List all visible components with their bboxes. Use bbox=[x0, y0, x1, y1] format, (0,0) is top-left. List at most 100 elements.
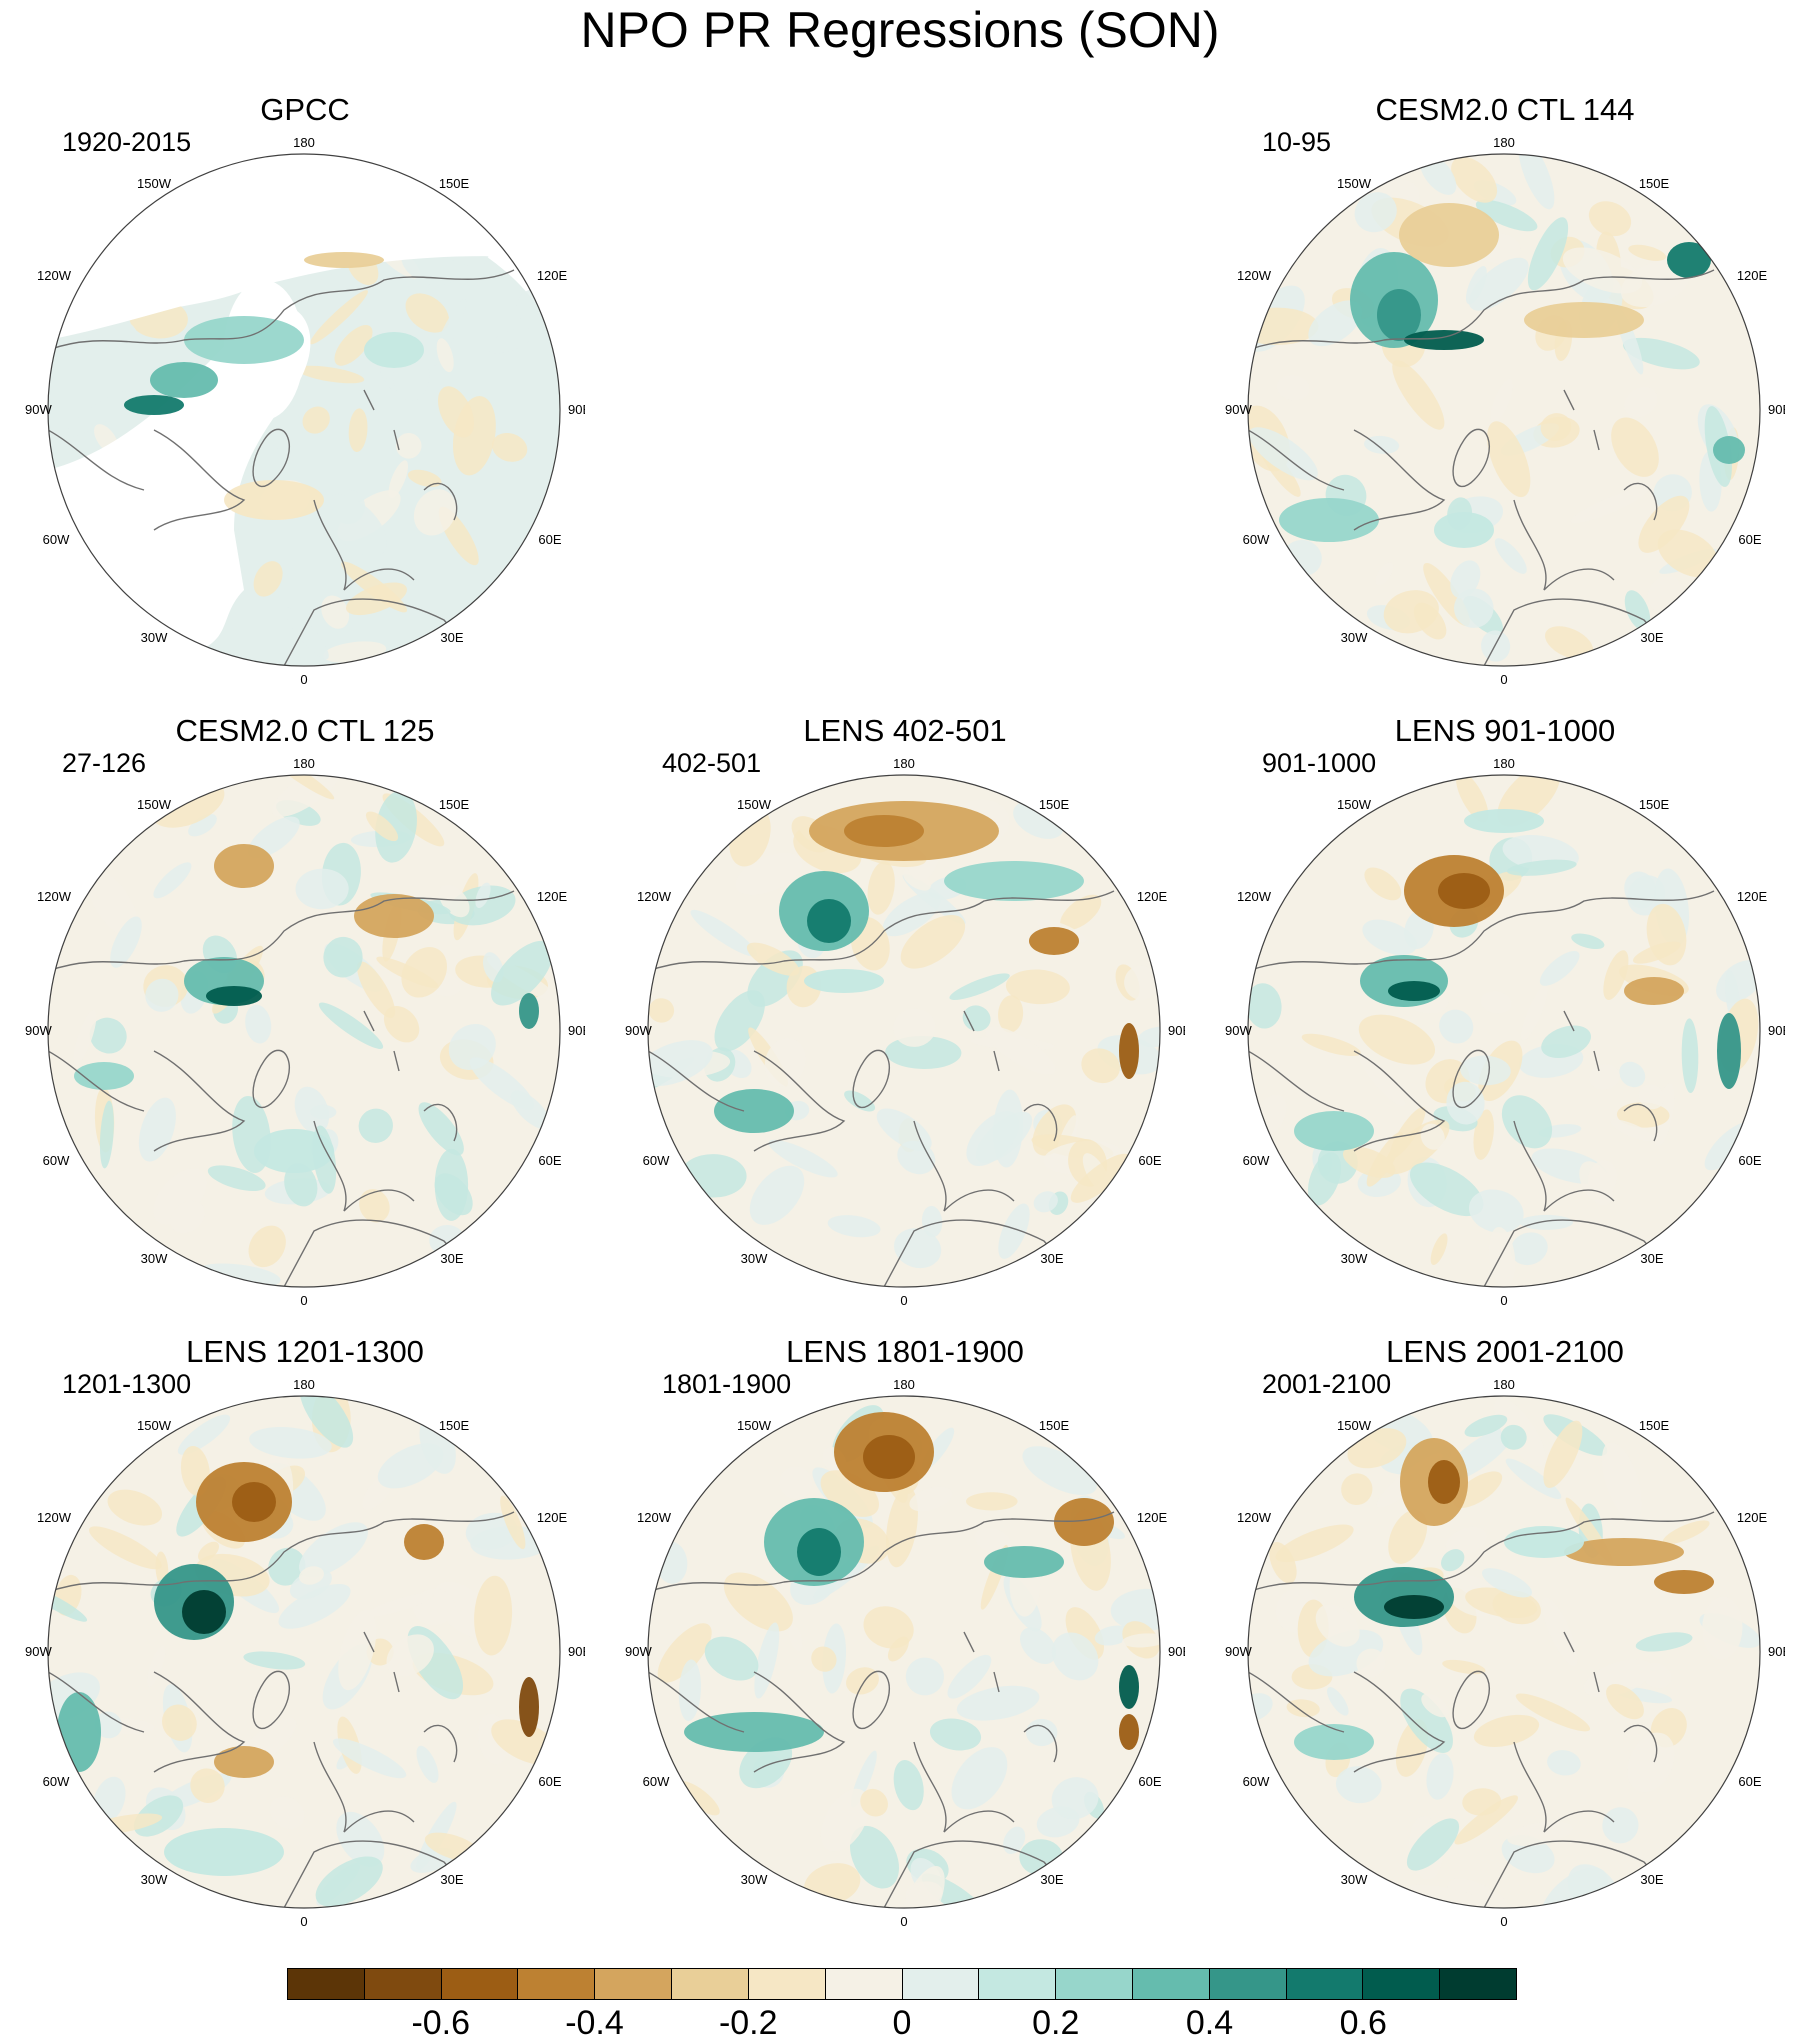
longitude-label: 30E bbox=[440, 1872, 463, 1887]
coastlines bbox=[648, 890, 1115, 1287]
longitude-label: 150W bbox=[1337, 176, 1372, 191]
longitude-label: 90E bbox=[568, 1644, 585, 1659]
longitude-label: 90E bbox=[1168, 1644, 1185, 1659]
longitude-label: 120W bbox=[637, 1510, 672, 1525]
panel-title: LENS 2001-2100 bbox=[1386, 1334, 1624, 1369]
longitude-label: 90W bbox=[625, 1644, 652, 1659]
longitude-label: 150W bbox=[737, 797, 772, 812]
longitude-label: 0 bbox=[1500, 1293, 1507, 1308]
longitude-label: 30W bbox=[141, 630, 168, 645]
colorbar-box bbox=[902, 1969, 980, 1999]
coastlines bbox=[48, 269, 515, 666]
longitude-label: 60W bbox=[1243, 1774, 1270, 1789]
longitude-label: 120E bbox=[1737, 268, 1768, 283]
longitude-label: 30E bbox=[1640, 1872, 1663, 1887]
colorbar-box bbox=[672, 1969, 749, 1999]
longitude-label: 90W bbox=[25, 1644, 52, 1659]
longitude-label: 60W bbox=[643, 1774, 670, 1789]
longitude-label: 180 bbox=[293, 135, 315, 150]
map-panel: 180 0 150W 150E 120W 120E 90W 90E 60W 60E 30W 30E CE… bbox=[25, 713, 585, 1313]
panel-title: LENS 402-501 bbox=[803, 713, 1007, 748]
longitude-label: 90E bbox=[568, 402, 585, 417]
polar-map: 180 0 150W 150E 120W 120E 90W 90E 60W 60E 30W 30E bbox=[625, 756, 1185, 1308]
longitude-label: 120E bbox=[1737, 1510, 1768, 1525]
longitude-label: 150E bbox=[439, 176, 470, 191]
longitude-label: 30E bbox=[440, 630, 463, 645]
map-field bbox=[1248, 1396, 1760, 1908]
longitude-label: 180 bbox=[893, 1377, 915, 1392]
map-field bbox=[1248, 775, 1760, 1287]
longitude-label: 60W bbox=[643, 1153, 670, 1168]
longitude-label: 90W bbox=[1225, 1644, 1252, 1659]
colorbar-tick-label: 0.2 bbox=[1032, 2004, 1080, 2042]
longitude-label: 0 bbox=[900, 1293, 907, 1308]
map-panel: 180 0 150W 150E 120W 120E 90W 90E 60W 60E 30W 30E LE… bbox=[1225, 1334, 1785, 1934]
longitude-label: 0 bbox=[300, 672, 307, 687]
longitude-label: 30E bbox=[1640, 630, 1663, 645]
longitude-label: 150E bbox=[1039, 1418, 1070, 1433]
longitude-label: 120W bbox=[1237, 889, 1272, 904]
coastlines bbox=[48, 890, 515, 1287]
longitude-label: 90W bbox=[1225, 402, 1252, 417]
polar-map: 180 0 150W 150E 120W 120E 90W 90E 60W 60E 30W 30E bbox=[625, 1377, 1185, 1929]
longitude-label: 30W bbox=[741, 1251, 768, 1266]
panel-period: 1920-2015 bbox=[62, 127, 192, 157]
polar-map: 180 0 150W 150E 120W 120E 90W 90E 60W 60E 30W 30E bbox=[25, 1377, 585, 1929]
longitude-label: 30W bbox=[1341, 630, 1368, 645]
longitude-label: 150E bbox=[1639, 797, 1670, 812]
colorbar-box bbox=[825, 1969, 903, 1999]
longitude-label: 150E bbox=[439, 1418, 470, 1433]
colorbar-box bbox=[979, 1969, 1057, 1999]
longitude-label: 90E bbox=[1768, 1644, 1785, 1659]
longitude-label: 60E bbox=[1738, 1153, 1761, 1168]
colorbar-box bbox=[518, 1969, 596, 1999]
longitude-label: 60W bbox=[1243, 1153, 1270, 1168]
colorbar-tick-label: -0.4 bbox=[565, 2004, 624, 2042]
longitude-label: 120W bbox=[37, 889, 72, 904]
longitude-label: 60W bbox=[43, 1774, 70, 1789]
longitude-label: 60E bbox=[1138, 1774, 1161, 1789]
map-field bbox=[48, 775, 560, 1287]
longitude-label: 30E bbox=[1040, 1251, 1063, 1266]
longitude-label: 60E bbox=[1738, 532, 1761, 547]
colorbar-tick-label: 0.4 bbox=[1185, 2004, 1234, 2042]
longitude-label: 120E bbox=[537, 889, 568, 904]
polar-map: 180 0 150W 150E 120W 120E 90W 90E 60W 60E 30W 30E bbox=[1225, 756, 1785, 1308]
longitude-label: 150E bbox=[1639, 176, 1670, 191]
longitude-label: 30W bbox=[141, 1251, 168, 1266]
panel-title: CESM2.0 CTL 125 bbox=[175, 713, 435, 748]
panel-title: LENS 901-1000 bbox=[1394, 713, 1616, 748]
polar-map: 180 0 150W 150E 120W 120E 90W 90E 60W 60E 30W 30E bbox=[25, 756, 585, 1308]
longitude-label: 180 bbox=[893, 756, 915, 771]
map-panel: 180 0 150W 150E 120W 120E 90W 90E 60W 60E 30W 30E GP… bbox=[25, 92, 585, 692]
longitude-label: 0 bbox=[300, 1914, 307, 1929]
map-panel: 180 0 150W 150E 120W 120E 90W 90E 60W 60E 30W 30E LE… bbox=[625, 713, 1185, 1313]
longitude-label: 0 bbox=[1500, 672, 1507, 687]
panel-title: LENS 1201-1300 bbox=[186, 1334, 424, 1369]
longitude-label: 150W bbox=[1337, 797, 1372, 812]
panel-period: 1801-1900 bbox=[662, 1369, 792, 1399]
longitude-label: 90W bbox=[1225, 1023, 1252, 1038]
panel-period: 27-126 bbox=[62, 748, 147, 778]
longitude-label: 150W bbox=[137, 176, 172, 191]
longitude-label: 0 bbox=[900, 1914, 907, 1929]
longitude-label: 60E bbox=[538, 1153, 561, 1168]
colorbar-box bbox=[441, 1969, 519, 1999]
colorbar bbox=[287, 1968, 1517, 2000]
coastlines bbox=[48, 1511, 515, 1908]
longitude-label: 180 bbox=[293, 756, 315, 771]
map-field bbox=[48, 1396, 560, 1908]
map-panel: 180 0 150W 150E 120W 120E 90W 90E 60W 60E 30W 30E LE… bbox=[25, 1334, 585, 1934]
longitude-label: 150W bbox=[137, 1418, 172, 1433]
longitude-label: 30W bbox=[1341, 1872, 1368, 1887]
figure-title: NPO PR Regressions (SON) bbox=[580, 2, 1220, 58]
longitude-label: 60E bbox=[538, 532, 561, 547]
coastlines bbox=[1248, 1511, 1715, 1908]
map-field bbox=[648, 1396, 1160, 1908]
longitude-label: 150W bbox=[737, 1418, 772, 1433]
panel-period: 2001-2100 bbox=[1262, 1369, 1392, 1399]
colorbar-box bbox=[1440, 1969, 1516, 1999]
colorbar-box bbox=[1132, 1969, 1210, 1999]
coastlines bbox=[1248, 890, 1715, 1287]
coastlines bbox=[1248, 269, 1715, 666]
